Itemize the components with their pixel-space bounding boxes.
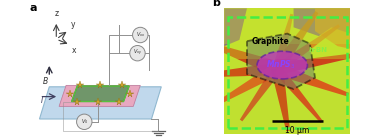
Polygon shape bbox=[59, 85, 140, 106]
Text: $V_{xy}$: $V_{xy}$ bbox=[133, 48, 142, 58]
Polygon shape bbox=[272, 11, 319, 73]
Text: y: y bbox=[71, 20, 76, 29]
Text: h-BN: h-BN bbox=[308, 47, 327, 53]
Text: I: I bbox=[41, 96, 43, 105]
Circle shape bbox=[130, 46, 145, 61]
Text: 10 μm: 10 μm bbox=[285, 126, 310, 135]
Text: a: a bbox=[30, 3, 37, 13]
Polygon shape bbox=[294, 8, 350, 36]
Polygon shape bbox=[276, 53, 358, 75]
Polygon shape bbox=[247, 34, 315, 89]
Polygon shape bbox=[216, 63, 280, 105]
Circle shape bbox=[77, 114, 92, 130]
Polygon shape bbox=[224, 8, 247, 46]
Circle shape bbox=[133, 27, 148, 43]
Bar bbox=[224, 8, 350, 59]
Polygon shape bbox=[211, 43, 280, 76]
Text: B: B bbox=[42, 77, 48, 86]
Polygon shape bbox=[275, 63, 349, 96]
Polygon shape bbox=[315, 8, 350, 49]
Polygon shape bbox=[39, 87, 161, 119]
Polygon shape bbox=[271, 68, 290, 131]
Text: MnPS$_3$: MnPS$_3$ bbox=[266, 59, 296, 71]
Polygon shape bbox=[240, 66, 281, 121]
Ellipse shape bbox=[257, 51, 307, 79]
Polygon shape bbox=[72, 86, 129, 102]
Bar bbox=[228, 17, 347, 128]
Polygon shape bbox=[272, 14, 293, 70]
Text: Graphite: Graphite bbox=[252, 37, 290, 46]
Polygon shape bbox=[273, 66, 323, 123]
Text: x: x bbox=[72, 46, 76, 55]
Text: $V_0$: $V_0$ bbox=[81, 117, 88, 126]
Text: b: b bbox=[212, 0, 220, 8]
Bar bbox=[224, 8, 350, 44]
Polygon shape bbox=[202, 63, 278, 77]
Polygon shape bbox=[274, 24, 340, 73]
Text: $V_{xx}$: $V_{xx}$ bbox=[136, 31, 145, 39]
Text: z: z bbox=[54, 9, 58, 18]
